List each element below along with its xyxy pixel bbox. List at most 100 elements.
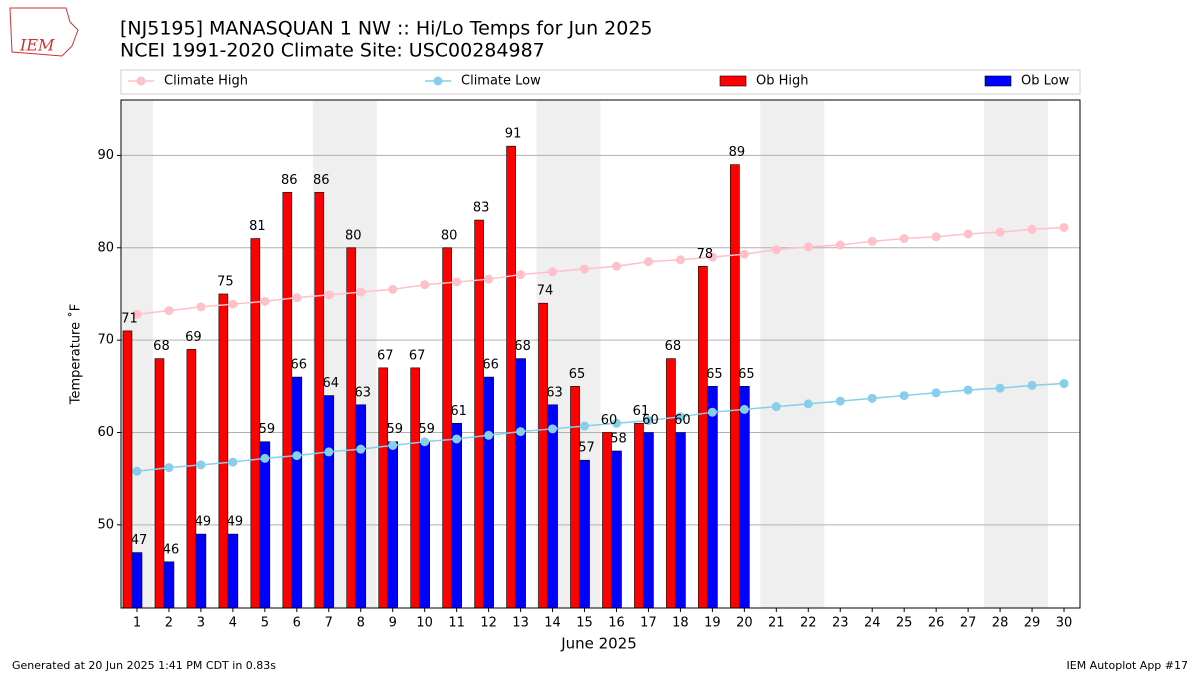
x-tick-label: 3	[197, 616, 205, 631]
bar	[451, 422, 462, 608]
legend-swatch	[136, 76, 146, 86]
bar	[483, 376, 494, 608]
x-tick-label: 8	[357, 616, 365, 631]
bar-label: 60	[601, 413, 618, 428]
bar	[122, 330, 133, 608]
legend-label: Ob High	[756, 74, 809, 89]
bar	[602, 432, 612, 608]
point	[995, 383, 1005, 393]
x-tick-label: 10	[416, 616, 433, 631]
point	[611, 261, 621, 271]
bar-label: 63	[354, 385, 371, 400]
x-tick-label: 16	[608, 616, 625, 631]
point	[484, 274, 494, 284]
point	[164, 463, 174, 473]
bar-label: 66	[291, 358, 308, 373]
x-tick-label: 24	[864, 616, 881, 631]
point	[228, 299, 238, 309]
point	[516, 427, 526, 437]
bar-label: 78	[697, 247, 714, 262]
bar-label: 80	[441, 228, 458, 243]
bar-label: 58	[610, 431, 627, 446]
x-tick-label: 7	[325, 616, 333, 631]
bar-label: 66	[482, 358, 499, 373]
logo-text: IEM	[19, 36, 55, 55]
bar-label: 65	[569, 367, 586, 382]
x-axis-label: June 2025	[560, 635, 637, 653]
point	[707, 252, 717, 262]
point	[356, 444, 366, 454]
bar-label: 63	[546, 385, 563, 400]
point	[164, 306, 174, 316]
point	[420, 280, 430, 290]
y-tick-label: 60	[97, 425, 114, 440]
point	[803, 399, 813, 409]
bar-label: 65	[738, 367, 755, 382]
bar-label: 59	[386, 422, 403, 437]
bar	[698, 265, 708, 608]
point	[931, 388, 941, 398]
series-line	[136, 382, 1065, 473]
bar	[643, 432, 654, 608]
bar-label: 81	[249, 219, 266, 234]
point	[292, 293, 302, 303]
bar	[419, 441, 430, 608]
bar	[387, 441, 399, 608]
bar	[570, 386, 580, 608]
bar	[506, 145, 516, 608]
y-tick-label: 80	[97, 240, 114, 255]
legend-label: Climate High	[164, 74, 248, 89]
bar	[250, 238, 261, 608]
bar	[186, 349, 197, 608]
point	[196, 460, 206, 470]
bar-label: 80	[345, 228, 362, 243]
y-tick-label: 50	[97, 517, 114, 532]
bar-label: 68	[514, 339, 531, 354]
legend-label: Climate Low	[461, 74, 541, 89]
point	[260, 296, 270, 306]
bar	[282, 192, 293, 608]
x-tick-label: 14	[544, 616, 561, 631]
x-tick-label: 29	[1024, 616, 1041, 631]
bar-label: 61	[450, 404, 467, 419]
bar	[163, 561, 175, 608]
weekend-band	[792, 100, 825, 608]
x-tick-label: 20	[736, 616, 753, 631]
x-tick-label: 22	[800, 616, 817, 631]
y-tick-label: 90	[97, 148, 114, 163]
chart-title: [NJ5195] MANASQUAN 1 NW :: Hi/Lo Temps f…	[120, 18, 653, 40]
bar-label: 83	[473, 201, 490, 216]
bar	[259, 441, 271, 608]
point	[739, 404, 749, 414]
bar-label: 46	[163, 542, 180, 557]
weekend-band	[984, 100, 1017, 608]
point	[643, 416, 653, 426]
point	[867, 236, 877, 246]
bar	[227, 533, 239, 608]
x-tick-label: 9	[389, 616, 397, 631]
bar	[611, 450, 622, 608]
point	[995, 227, 1005, 237]
bar	[218, 293, 229, 608]
bar-label: 71	[121, 311, 138, 326]
x-tick-label: 6	[293, 616, 301, 631]
bar	[154, 358, 165, 608]
point	[963, 229, 973, 239]
x-tick-label: 30	[1056, 616, 1073, 631]
x-tick-label: 12	[480, 616, 497, 631]
point	[771, 402, 781, 412]
point	[452, 434, 462, 444]
bar-label: 86	[313, 173, 330, 188]
bar	[291, 376, 303, 608]
bar	[410, 367, 420, 608]
x-tick-label: 19	[704, 616, 721, 631]
point	[324, 290, 334, 300]
x-tick-label: 1	[133, 616, 141, 631]
bar-label: 64	[323, 376, 340, 391]
point	[835, 240, 845, 250]
bar-label: 75	[217, 274, 234, 289]
x-tick-label: 26	[928, 616, 945, 631]
point	[388, 440, 398, 450]
bar-label: 74	[537, 284, 554, 299]
